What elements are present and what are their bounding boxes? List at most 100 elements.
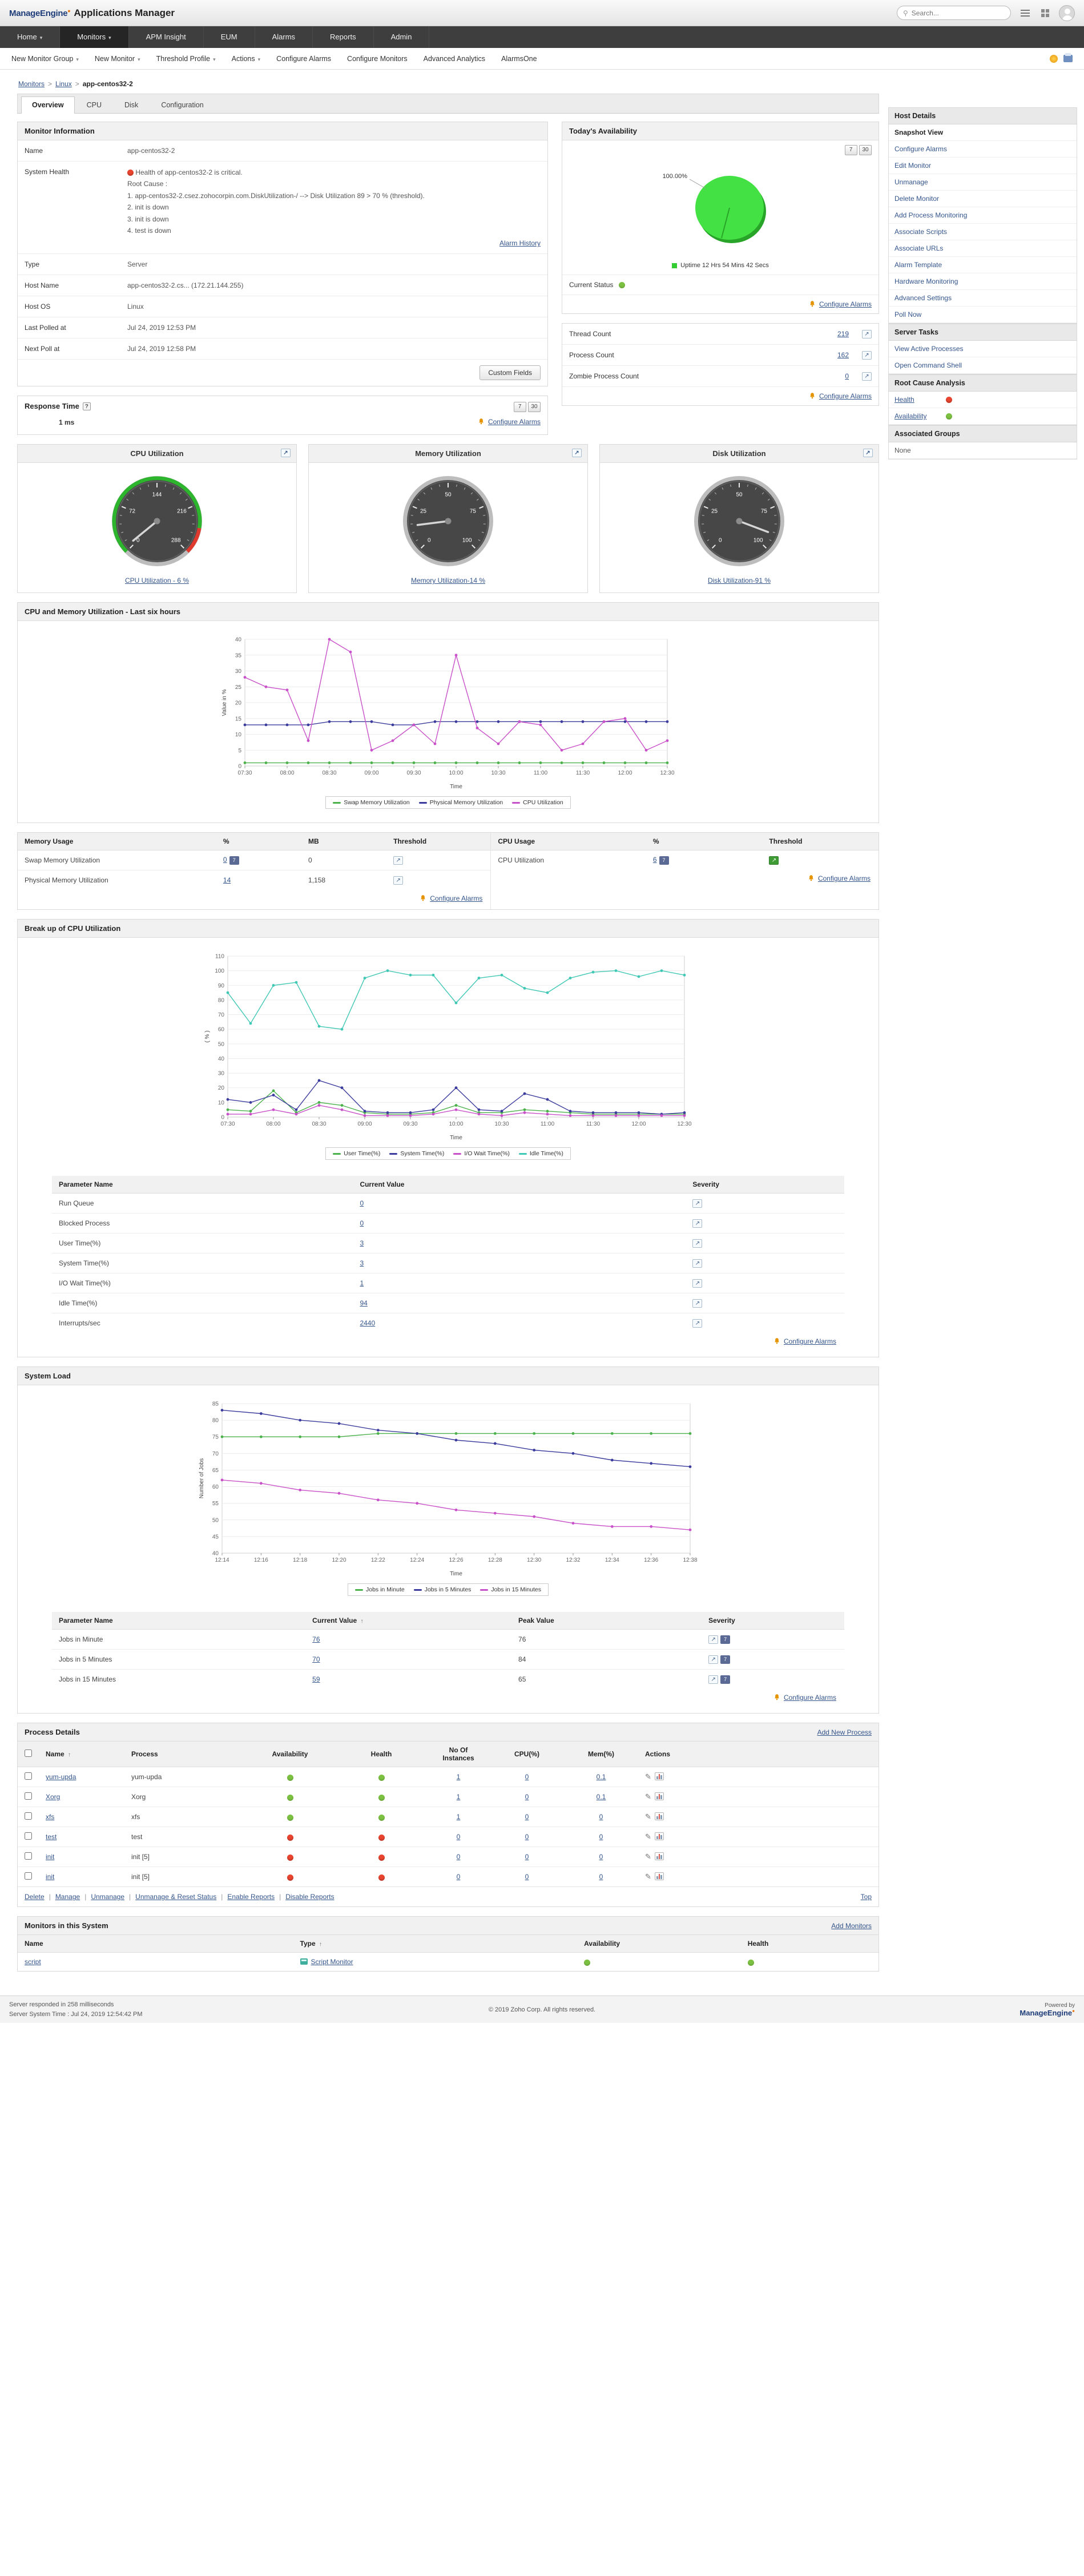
nav-item-eum[interactable]: EUM xyxy=(204,26,255,48)
configure-alarms-link[interactable]: Configure Alarms xyxy=(783,1694,836,1702)
mem-link[interactable]: 0.1 xyxy=(596,1773,606,1781)
edit-icon[interactable]: ✎ xyxy=(645,1812,651,1821)
cpu-link[interactable]: 0 xyxy=(525,1793,529,1801)
period-7-days-button[interactable]: 7 xyxy=(844,145,857,155)
breadcrumb-link-monitors[interactable]: Monitors xyxy=(18,80,45,88)
sidebar-item-snapshot-view[interactable]: Snapshot View xyxy=(889,124,1077,141)
configure-alarms-link[interactable]: Configure Alarms xyxy=(430,894,483,903)
count-value-link[interactable]: 0 xyxy=(845,372,849,380)
graph-icon[interactable]: ↗ xyxy=(572,449,582,458)
cpu-link[interactable]: 0 xyxy=(525,1813,529,1821)
percent-link[interactable]: 6 xyxy=(652,856,657,864)
graph-icon[interactable]: ↗ xyxy=(393,856,404,865)
subnav-item-alarmsone[interactable]: AlarmsOne xyxy=(501,54,537,63)
graph-icon[interactable]: ↗ xyxy=(862,330,872,338)
mem-link[interactable]: 0 xyxy=(599,1853,603,1861)
history-7-icon[interactable]: 7 xyxy=(229,856,239,865)
instances-link[interactable]: 1 xyxy=(456,1773,461,1781)
cpu-link[interactable]: 0 xyxy=(525,1773,529,1781)
instances-link[interactable]: 1 xyxy=(456,1813,461,1821)
tab-configuration[interactable]: Configuration xyxy=(161,101,204,109)
configure-alarms-link[interactable]: Configure Alarms xyxy=(817,874,871,883)
instances-link[interactable]: 1 xyxy=(456,1793,461,1801)
search-input[interactable] xyxy=(911,9,997,17)
current-value-link[interactable]: 0 xyxy=(360,1199,364,1208)
bulk-action-unmanage[interactable]: Unmanage xyxy=(91,1893,125,1901)
process-name-link[interactable]: yum-upda xyxy=(46,1773,76,1781)
nav-item-apm-insight[interactable]: APM Insight xyxy=(129,26,204,48)
graph-icon[interactable]: ↗ xyxy=(769,856,779,865)
count-value-link[interactable]: 219 xyxy=(837,330,849,338)
current-value-link[interactable]: 59 xyxy=(312,1675,320,1684)
nav-item-admin[interactable]: Admin xyxy=(374,26,430,48)
graph-icon[interactable]: ↗ xyxy=(393,876,404,885)
subnav-item-advanced-analytics[interactable]: Advanced Analytics xyxy=(423,54,486,63)
cpu-link[interactable]: 0 xyxy=(525,1873,529,1881)
current-value-link[interactable]: 0 xyxy=(360,1219,364,1228)
edit-icon[interactable]: ✎ xyxy=(645,1852,651,1861)
process-name-link[interactable]: test xyxy=(46,1833,57,1841)
report-icon[interactable] xyxy=(654,1852,664,1861)
current-value-link[interactable]: 70 xyxy=(312,1655,320,1664)
mem-link[interactable]: 0 xyxy=(599,1813,603,1821)
count-value-link[interactable]: 162 xyxy=(837,351,849,359)
edit-icon[interactable]: ✎ xyxy=(645,1792,651,1801)
bulk-action-manage[interactable]: Manage xyxy=(55,1893,80,1901)
sort-asc-icon[interactable]: ↑ xyxy=(68,1752,71,1759)
monitor-name-link[interactable]: script xyxy=(25,1958,41,1966)
graph-icon[interactable]: ↗ xyxy=(708,1635,719,1644)
help-icon[interactable]: ? xyxy=(82,402,91,411)
graph-icon[interactable]: ↗ xyxy=(692,1259,703,1268)
process-name-link[interactable]: Xorg xyxy=(46,1793,61,1801)
graph-icon[interactable]: ↗ xyxy=(692,1279,703,1288)
bookmark-icon[interactable] xyxy=(1050,54,1058,63)
configure-alarms-link[interactable]: Configure Alarms xyxy=(819,392,872,400)
bulk-action-unmanage-reset-status[interactable]: Unmanage & Reset Status xyxy=(135,1893,217,1901)
mem-link[interactable]: 0 xyxy=(599,1873,603,1881)
row-checkbox[interactable] xyxy=(25,1872,32,1880)
graph-icon[interactable]: ↗ xyxy=(281,449,291,458)
graph-icon[interactable]: ↗ xyxy=(862,351,872,360)
subnav-item-actions[interactable]: Actions ▾ xyxy=(231,54,261,63)
graph-icon[interactable]: ↗ xyxy=(708,1655,719,1664)
graph-icon[interactable]: ↗ xyxy=(862,372,872,381)
report-icon[interactable] xyxy=(654,1792,664,1801)
edit-icon[interactable]: ✎ xyxy=(645,1832,651,1841)
current-value-link[interactable]: 76 xyxy=(312,1635,320,1644)
period-30-days-button[interactable]: 30 xyxy=(528,402,541,413)
configure-alarms-link[interactable]: Configure Alarms xyxy=(487,418,541,426)
graph-icon[interactable]: ↗ xyxy=(708,1675,719,1684)
nav-item-monitors[interactable]: Monitors ▾ xyxy=(60,26,129,48)
sidebar-item-view-active-processes[interactable]: View Active Processes xyxy=(889,341,1077,357)
nav-item-alarms[interactable]: Alarms xyxy=(255,26,313,48)
history-7-icon[interactable]: 7 xyxy=(720,1635,731,1644)
report-icon[interactable] xyxy=(654,1772,664,1781)
sidebar-item-add-process-monitoring[interactable]: Add Process Monitoring xyxy=(889,207,1077,224)
sidebar-item-associate-scripts[interactable]: Associate Scripts xyxy=(889,224,1077,240)
process-name-link[interactable]: init xyxy=(46,1853,55,1861)
graph-icon[interactable]: ↗ xyxy=(692,1219,703,1228)
row-checkbox[interactable] xyxy=(25,1792,32,1800)
cpu-link[interactable]: 0 xyxy=(525,1833,529,1841)
tab-overview[interactable]: Overview xyxy=(21,96,75,114)
bulk-action-disable-reports[interactable]: Disable Reports xyxy=(285,1893,335,1901)
user-avatar[interactable] xyxy=(1059,5,1075,21)
current-value-link[interactable]: 94 xyxy=(360,1299,368,1308)
subnav-item-new-monitor[interactable]: New Monitor ▾ xyxy=(94,54,140,63)
sidebar-item-configure-alarms[interactable]: Configure Alarms xyxy=(889,141,1077,158)
alarm-history-link[interactable]: Alarm History xyxy=(499,239,541,248)
tab-cpu[interactable]: CPU xyxy=(86,101,102,109)
custom-fields-button[interactable]: Custom Fields xyxy=(479,365,541,381)
sidebar-item-unmanage[interactable]: Unmanage xyxy=(889,174,1077,191)
row-checkbox[interactable] xyxy=(25,1812,32,1820)
instances-link[interactable]: 0 xyxy=(456,1873,461,1881)
current-value-link[interactable]: 3 xyxy=(360,1259,364,1268)
report-icon[interactable] xyxy=(654,1812,664,1821)
apps-grid-icon[interactable] xyxy=(1039,7,1051,19)
select-all-checkbox[interactable] xyxy=(25,1749,32,1757)
sidebar-item-delete-monitor[interactable]: Delete Monitor xyxy=(889,191,1077,207)
tab-disk[interactable]: Disk xyxy=(124,101,139,109)
sidebar-item-associate-urls[interactable]: Associate URLs xyxy=(889,240,1077,257)
disk-utilization-link[interactable]: Disk Utilization-91 % xyxy=(707,577,771,585)
sidebar-item-open-command-shell[interactable]: Open Command Shell xyxy=(889,357,1077,374)
